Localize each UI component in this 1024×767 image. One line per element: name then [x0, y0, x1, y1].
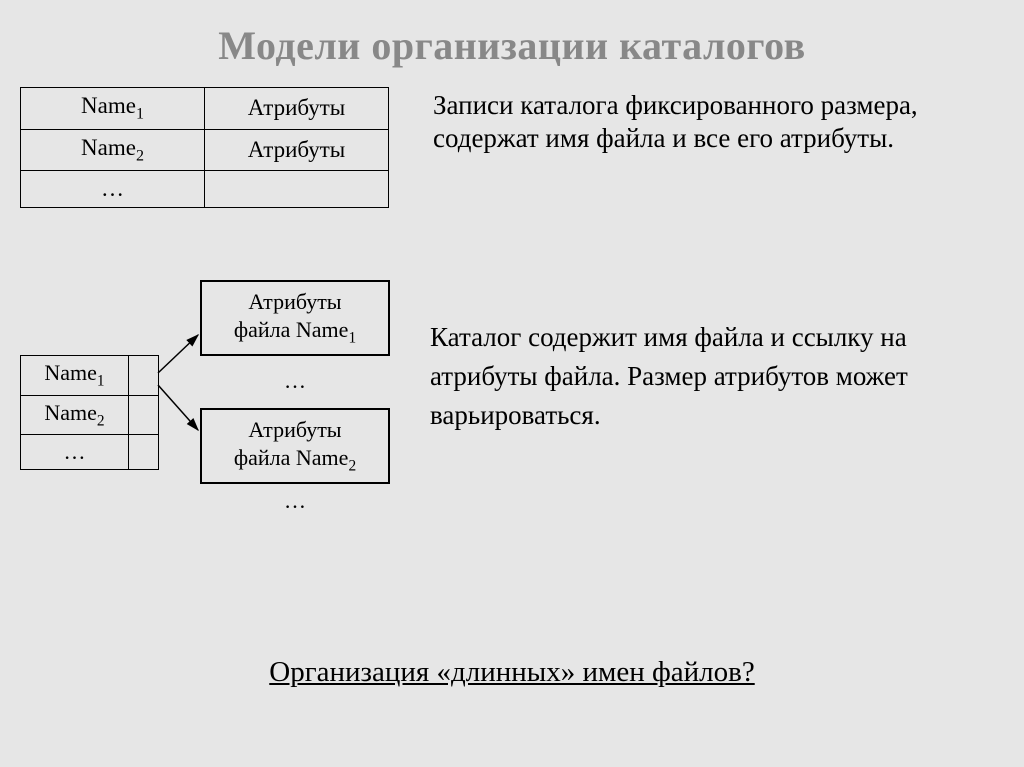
- model2-table: Name1 Name2 …: [20, 355, 159, 470]
- attr-cell: Атрибуты: [205, 88, 389, 130]
- name-cell: …: [21, 434, 129, 469]
- model2-section: Name1 Name2 … Атрибуты файла Name1 … Атр…: [0, 280, 1024, 550]
- table-row: Name1: [21, 356, 159, 395]
- ptr-cell: [129, 356, 159, 395]
- name-cell: Name1: [21, 356, 129, 395]
- table-row: Name2: [21, 395, 159, 434]
- name-cell: Name2: [21, 395, 129, 434]
- table-row: …: [21, 434, 159, 469]
- attr-box-1: Атрибуты файла Name1: [200, 280, 390, 356]
- model1-section: Name1 Атрибуты Name2 Атрибуты … Записи к…: [0, 87, 1024, 208]
- arrow-line: [158, 385, 198, 430]
- model2-description: Каталог содержит имя файла и ссылку на а…: [430, 318, 990, 435]
- attr-cell: [205, 171, 389, 208]
- arrow-line: [158, 335, 198, 373]
- table-row: Name1 Атрибуты: [21, 88, 389, 130]
- name-cell: Name1: [21, 88, 205, 130]
- model1-description: Записи каталога фиксированного размера, …: [433, 87, 953, 155]
- ptr-cell: [129, 434, 159, 469]
- table-row: …: [21, 171, 389, 208]
- ellipsis: …: [200, 488, 390, 514]
- name-cell: Name2: [21, 129, 205, 171]
- ellipsis: …: [200, 368, 390, 394]
- attr-box-2: Атрибуты файла Name2: [200, 408, 390, 484]
- model1-table: Name1 Атрибуты Name2 Атрибуты …: [20, 87, 389, 208]
- name-cell: …: [21, 171, 205, 208]
- ptr-cell: [129, 395, 159, 434]
- footer-question: Организация «длинных» имен файлов?: [0, 656, 1024, 689]
- table-row: Name2 Атрибуты: [21, 129, 389, 171]
- slide-title: Модели организации каталогов: [0, 0, 1024, 87]
- attr-cell: Атрибуты: [205, 129, 389, 171]
